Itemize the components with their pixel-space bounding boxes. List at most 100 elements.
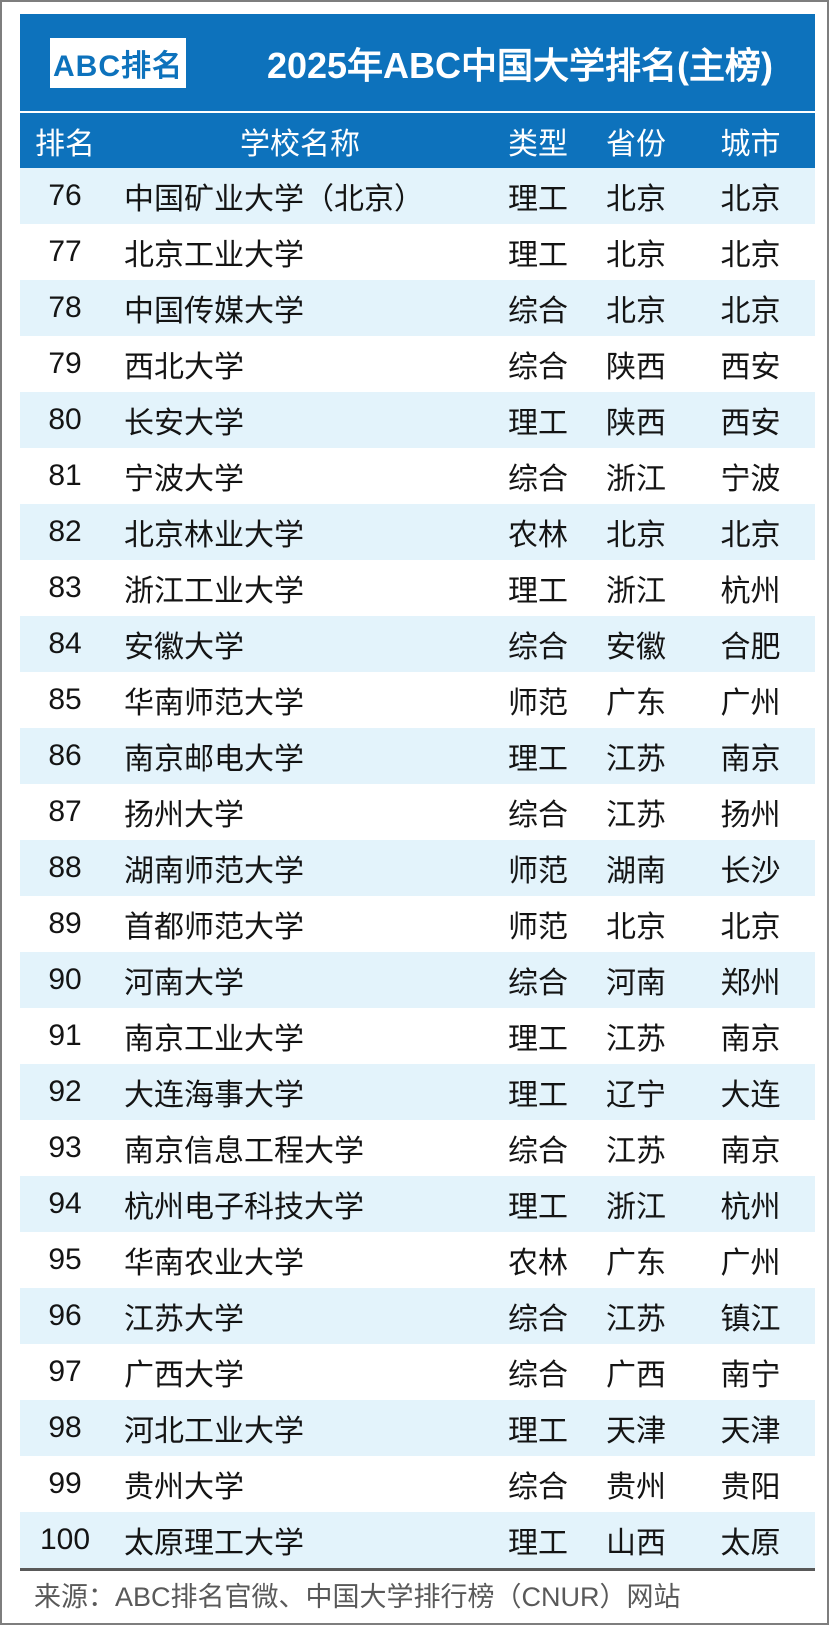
rank-cell: 78 — [48, 291, 82, 324]
table-row: 92 大连海事大学 理工 辽宁 大连 — [20, 1064, 815, 1120]
city-cell: 南宁 — [720, 1359, 781, 1392]
province-cell: 浙江 — [606, 1191, 666, 1224]
province-cell: 陕西 — [606, 407, 666, 440]
province-cell: 贵州 — [606, 1471, 666, 1504]
table-row: 91 南京工业大学 理工 江苏 南京 — [20, 1008, 815, 1064]
table-row: 87 扬州大学 综合 江苏 扬州 — [20, 784, 815, 840]
table-row: 84 安徽大学 综合 安徽 合肥 — [20, 616, 815, 672]
type-cell: 综合 — [508, 295, 568, 328]
school-cell: 西北大学 — [124, 351, 244, 384]
type-cell: 理工 — [508, 407, 568, 440]
school-cell: 北京工业大学 — [124, 239, 304, 272]
table-body: 76 中国矿业大学（北京） 理工 北京 北京 77 北京工业大学 理工 北京 北… — [20, 168, 815, 1568]
school-cell: 中国传媒大学 — [124, 295, 304, 328]
table-row: 100 太原理工大学 理工 山西 太原 — [20, 1512, 815, 1568]
province-cell: 浙江 — [606, 463, 666, 496]
province-cell: 北京 — [606, 519, 666, 552]
city-cell: 广州 — [720, 1247, 781, 1280]
province-cell: 北京 — [606, 911, 666, 944]
school-cell: 中国矿业大学（北京） — [124, 183, 424, 216]
type-cell: 综合 — [508, 631, 568, 664]
page-title: 2025年ABC中国大学排名(主榜) — [266, 44, 773, 86]
rank-cell: 84 — [48, 627, 82, 660]
type-cell: 综合 — [508, 967, 568, 1000]
province-cell: 广西 — [606, 1359, 666, 1392]
province-cell: 江苏 — [606, 1303, 666, 1336]
city-cell: 合肥 — [720, 631, 781, 664]
table-row: 97 广西大学 综合 广西 南宁 — [20, 1344, 815, 1400]
type-cell: 师范 — [508, 911, 568, 944]
table-row: 98 河北工业大学 理工 天津 天津 — [20, 1400, 815, 1456]
header-banner: ABC排名 2025年ABC中国大学排名(主榜) — [20, 14, 815, 113]
city-cell: 杭州 — [720, 575, 781, 608]
school-cell: 长安大学 — [124, 407, 244, 440]
province-cell: 北京 — [606, 239, 666, 272]
type-cell: 理工 — [508, 1415, 568, 1448]
abc-ranking-logo-text: ABC排名 — [53, 49, 183, 83]
school-cell: 湖南师范大学 — [124, 855, 304, 888]
type-cell: 理工 — [508, 239, 568, 272]
city-cell: 北京 — [720, 519, 781, 552]
table-column-header: 排名 学校名称 类型 省份 城市 — [20, 113, 815, 168]
table-row: 88 湖南师范大学 师范 湖南 长沙 — [20, 840, 815, 896]
table-row: 82 北京林业大学 农林 北京 北京 — [20, 504, 815, 560]
province-cell: 广东 — [606, 687, 666, 720]
city-cell: 扬州 — [720, 799, 781, 832]
rank-cell: 88 — [48, 851, 82, 884]
city-cell: 广州 — [720, 687, 781, 720]
column-header-school: 学校名称 — [240, 127, 360, 161]
table-row: 76 中国矿业大学（北京） 理工 北京 北京 — [20, 168, 815, 224]
rank-cell: 90 — [48, 963, 82, 996]
rank-cell: 95 — [48, 1243, 82, 1276]
school-cell: 河北工业大学 — [124, 1415, 304, 1448]
province-cell: 辽宁 — [606, 1079, 666, 1112]
type-cell: 理工 — [508, 1023, 568, 1056]
type-cell: 理工 — [508, 575, 568, 608]
table-row: 80 长安大学 理工 陕西 西安 — [20, 392, 815, 448]
table-row: 86 南京邮电大学 理工 江苏 南京 — [20, 728, 815, 784]
city-cell: 西安 — [720, 351, 781, 384]
table-row: 94 杭州电子科技大学 理工 浙江 杭州 — [20, 1176, 815, 1232]
ranking-card: ABC排名 2025年ABC中国大学排名(主榜) 排名 学校名称 类型 省份 城… — [20, 14, 815, 1621]
school-cell: 南京信息工程大学 — [124, 1135, 364, 1168]
table-row: 81 宁波大学 综合 浙江 宁波 — [20, 448, 815, 504]
province-cell: 北京 — [606, 183, 666, 216]
school-cell: 大连海事大学 — [124, 1079, 304, 1112]
rank-cell: 96 — [48, 1299, 82, 1332]
rank-cell: 86 — [48, 739, 82, 772]
rank-cell: 100 — [39, 1523, 91, 1556]
type-cell: 综合 — [508, 1303, 568, 1336]
table-row: 93 南京信息工程大学 综合 江苏 南京 — [20, 1120, 815, 1176]
rank-cell: 94 — [48, 1187, 82, 1220]
city-cell: 杭州 — [720, 1191, 781, 1224]
rank-cell: 92 — [48, 1075, 82, 1108]
city-cell: 郑州 — [720, 967, 781, 1000]
city-cell: 大连 — [720, 1079, 781, 1112]
school-cell: 贵州大学 — [124, 1471, 244, 1504]
school-cell: 杭州电子科技大学 — [124, 1191, 364, 1224]
type-cell: 综合 — [508, 1471, 568, 1504]
city-cell: 长沙 — [720, 855, 781, 888]
type-cell: 综合 — [508, 351, 568, 384]
rank-cell: 82 — [48, 515, 82, 548]
province-cell: 安徽 — [606, 631, 666, 664]
type-cell: 综合 — [508, 1135, 568, 1168]
type-cell: 师范 — [508, 687, 568, 720]
city-cell: 南京 — [720, 743, 781, 776]
school-cell: 江苏大学 — [124, 1303, 244, 1336]
column-header-type: 类型 — [508, 127, 568, 161]
city-cell: 西安 — [720, 407, 781, 440]
rank-cell: 79 — [48, 347, 82, 380]
rank-cell: 81 — [48, 459, 82, 492]
province-cell: 江苏 — [606, 1135, 666, 1168]
school-cell: 宁波大学 — [124, 463, 244, 496]
school-cell: 扬州大学 — [124, 799, 244, 832]
city-cell: 镇江 — [720, 1303, 781, 1336]
school-cell: 河南大学 — [124, 967, 244, 1000]
type-cell: 综合 — [508, 463, 568, 496]
province-cell: 湖南 — [606, 855, 666, 888]
type-cell: 综合 — [508, 1359, 568, 1392]
rank-cell: 76 — [48, 179, 82, 212]
rank-cell: 89 — [48, 907, 82, 940]
school-cell: 南京工业大学 — [124, 1023, 304, 1056]
